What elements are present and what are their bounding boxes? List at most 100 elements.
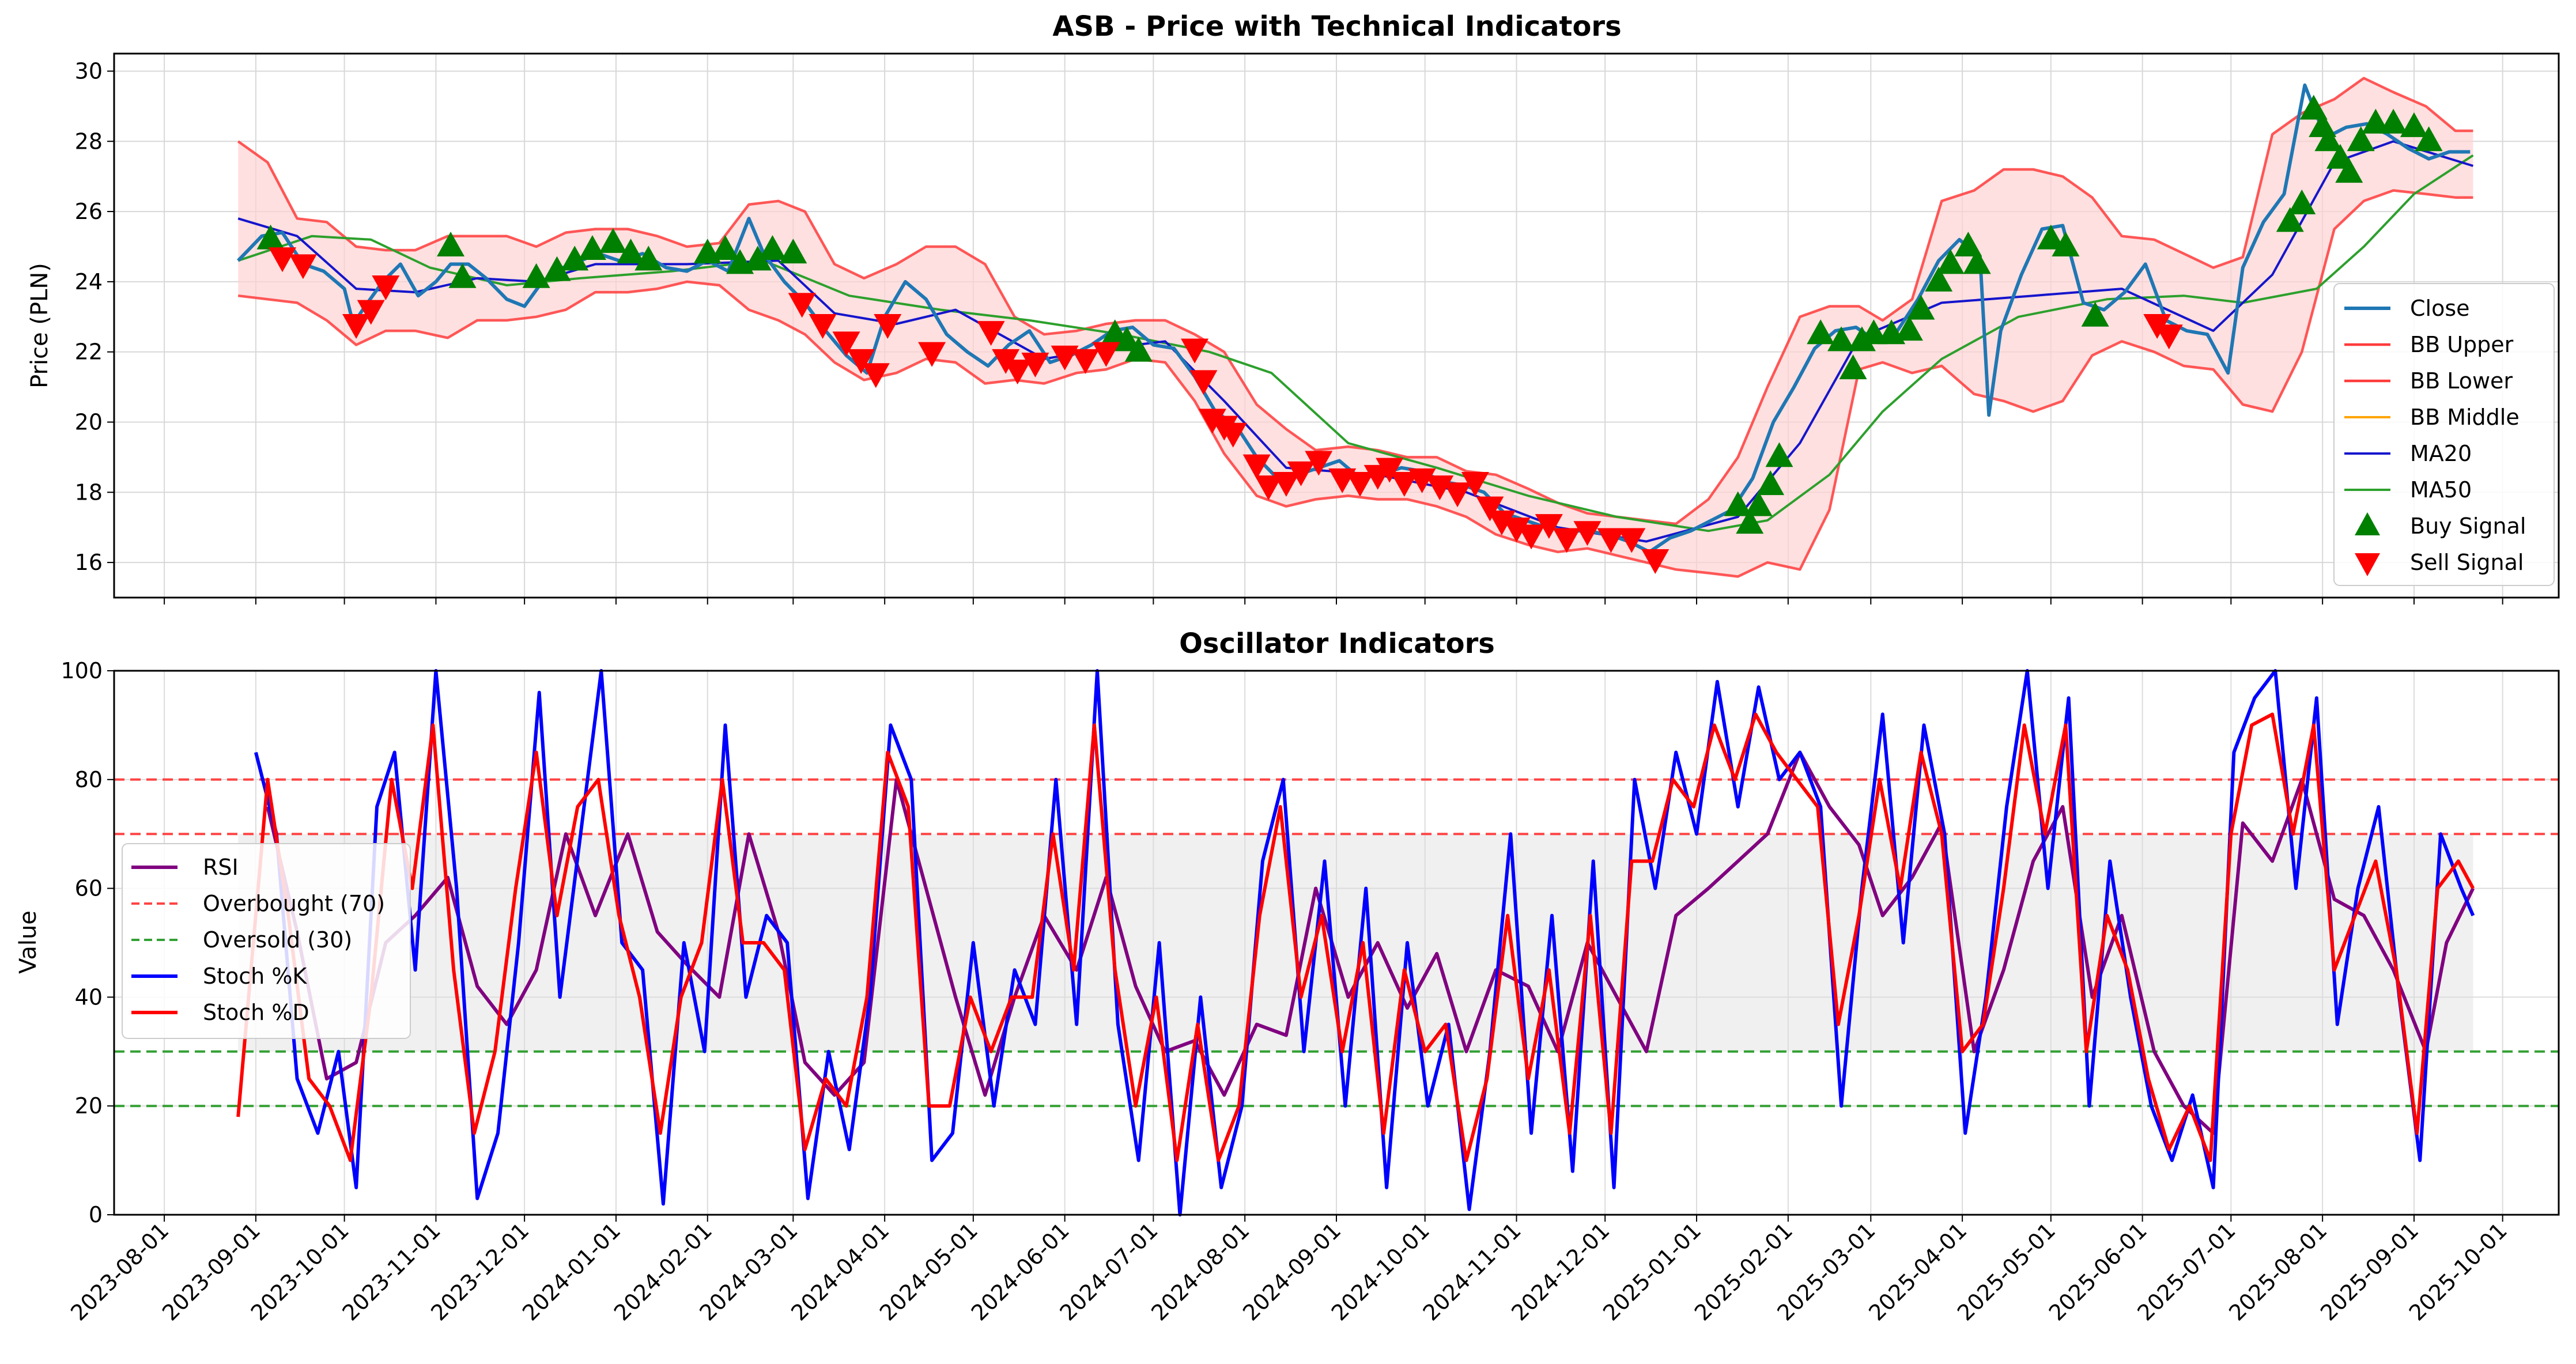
buy-signal-marker xyxy=(634,245,663,271)
buy-signal-marker xyxy=(1124,337,1153,362)
buy-signal-marker xyxy=(2415,126,2443,152)
sell-signal-marker xyxy=(918,342,946,367)
buy-signal-marker xyxy=(711,235,739,260)
sell-signal-marker xyxy=(1181,338,1209,364)
legend-rsi-label: RSI xyxy=(203,855,239,880)
price-y-tick-label: 28 xyxy=(75,129,103,154)
buy-signal-marker xyxy=(1839,354,1867,380)
sell-signal-marker xyxy=(977,321,1005,346)
oscillator-y-tick-label: 40 xyxy=(75,984,103,1010)
buy-signal-marker xyxy=(1895,316,1923,341)
buy-signal-marker xyxy=(1744,491,1773,516)
buy-signal-marker xyxy=(599,228,627,253)
buy-signal-marker xyxy=(1925,266,1953,292)
price-y-axis-label: Price (PLN) xyxy=(27,263,53,388)
sell-signal-marker xyxy=(1346,472,1374,497)
sell-signal-marker xyxy=(357,300,385,325)
buy-signal-marker xyxy=(2276,207,2304,232)
sell-signal-marker xyxy=(1573,521,1601,546)
buy-signal-marker xyxy=(1848,326,1876,352)
price-panel: ASB - Price with Technical Indicators Pr… xyxy=(27,10,2560,604)
buy-signal-marker xyxy=(779,239,807,264)
sell-signal-marker xyxy=(1426,475,1454,501)
sell-signal-marker xyxy=(788,293,816,318)
sell-signal-marker xyxy=(1461,472,1489,497)
buy-signal-marker xyxy=(543,256,571,281)
oscillator-legend: RSI Overbought (70) Oversold (30) Stoch %K S… xyxy=(122,843,411,1039)
sell-signal-marker xyxy=(832,331,860,357)
buy-signal-marker xyxy=(2037,224,2065,250)
ma50-line xyxy=(237,154,2474,532)
sell-signal-marker xyxy=(1305,451,1333,476)
legend-bb-upper-label: BB Upper xyxy=(2410,332,2514,357)
buy-signal-marker xyxy=(1827,326,1856,352)
legend-bb-middle-label: BB Middle xyxy=(2410,405,2520,430)
sell-signal-marker xyxy=(1390,472,1418,497)
legend-buy-signal-label: Buy Signal xyxy=(2410,513,2526,539)
buy-signal-marker xyxy=(1765,442,1793,467)
legend-oversold-label: Oversold (30) xyxy=(203,927,352,953)
buy-signal-marker xyxy=(2314,126,2343,152)
legend-close-label: Close xyxy=(2410,296,2470,321)
buy-signal-marker xyxy=(1860,319,1888,345)
sell-signal-marker xyxy=(809,313,837,339)
sell-signal-marker xyxy=(1021,352,1049,377)
sell-signal-marker xyxy=(1255,475,1283,501)
sell-signal-marker xyxy=(1272,472,1300,497)
sell-signal-marker xyxy=(1051,345,1079,371)
oscillator-y-tick-label: 80 xyxy=(75,767,103,792)
price-y-tick-label: 16 xyxy=(75,550,103,575)
legend-sell-signal-swatch xyxy=(2355,553,2380,576)
oscillator-y-tick-label: 20 xyxy=(75,1093,103,1119)
buy-signal-marker xyxy=(578,235,606,260)
sell-signal-marker xyxy=(1092,342,1120,367)
oscillator-series-lines xyxy=(236,669,2475,1216)
legend-bb-lower-label: BB Lower xyxy=(2410,368,2513,394)
legend-buy-signal-swatch xyxy=(2355,512,2380,535)
price-x-ticks xyxy=(164,598,2503,604)
buy-signal-marker xyxy=(437,231,465,256)
oscillator-y-tick-label: 100 xyxy=(61,658,103,683)
price-y-tick-label: 24 xyxy=(75,269,103,294)
legend-overbought-label: Overbought (70) xyxy=(203,891,385,916)
price-y-tick-label: 30 xyxy=(75,58,103,84)
legend-ma20-label: MA20 xyxy=(2410,441,2472,466)
price-y-tick-label: 22 xyxy=(75,339,103,365)
sell-signal-marker xyxy=(1517,524,1546,550)
stoch-d-line xyxy=(236,712,2475,1162)
legend-ma50-label: MA50 xyxy=(2410,477,2472,502)
bb-lower-line xyxy=(237,189,2473,578)
rsi-line xyxy=(266,750,2475,1135)
sell-signal-marker xyxy=(847,349,875,374)
buy-signal-marker xyxy=(1736,509,1764,534)
buy-signal-marker xyxy=(1936,249,1965,274)
sell-signal-marker xyxy=(1219,422,1247,448)
sell-signal-marker xyxy=(269,247,297,273)
price-legend-box xyxy=(2333,283,2555,586)
oscillator-y-tick-label: 0 xyxy=(89,1202,103,1227)
price-y-ticks: 16 18 20 22 24 26 28 30 xyxy=(75,58,114,575)
buy-signal-marker xyxy=(1907,294,1935,320)
buy-signal-marker xyxy=(1757,470,1785,496)
signal-markers xyxy=(256,95,2443,575)
legend-stoch-k-label: Stoch %K xyxy=(203,964,307,989)
buy-signal-marker xyxy=(743,245,772,271)
legend-stoch-d-label: Stoch %D xyxy=(203,1000,309,1025)
sell-signal-marker xyxy=(1189,370,1218,395)
sell-signal-marker xyxy=(1376,458,1404,483)
sell-signal-marker xyxy=(874,313,902,339)
buy-signal-marker xyxy=(2052,231,2080,256)
oscillator-y-axis-label: Value xyxy=(15,910,41,974)
buy-signal-marker xyxy=(1807,319,1835,345)
buy-signal-marker xyxy=(522,263,550,288)
price-plot-frame xyxy=(113,52,2560,599)
buy-signal-marker xyxy=(1113,326,1141,352)
sell-signal-marker xyxy=(1618,528,1646,553)
buy-signal-marker xyxy=(2400,112,2428,137)
legend-sell-signal-label: Sell Signal xyxy=(2410,550,2524,575)
buy-signal-marker xyxy=(2335,158,2363,183)
sell-signal-marker xyxy=(1408,468,1436,493)
buy-signal-marker xyxy=(1724,491,1752,516)
